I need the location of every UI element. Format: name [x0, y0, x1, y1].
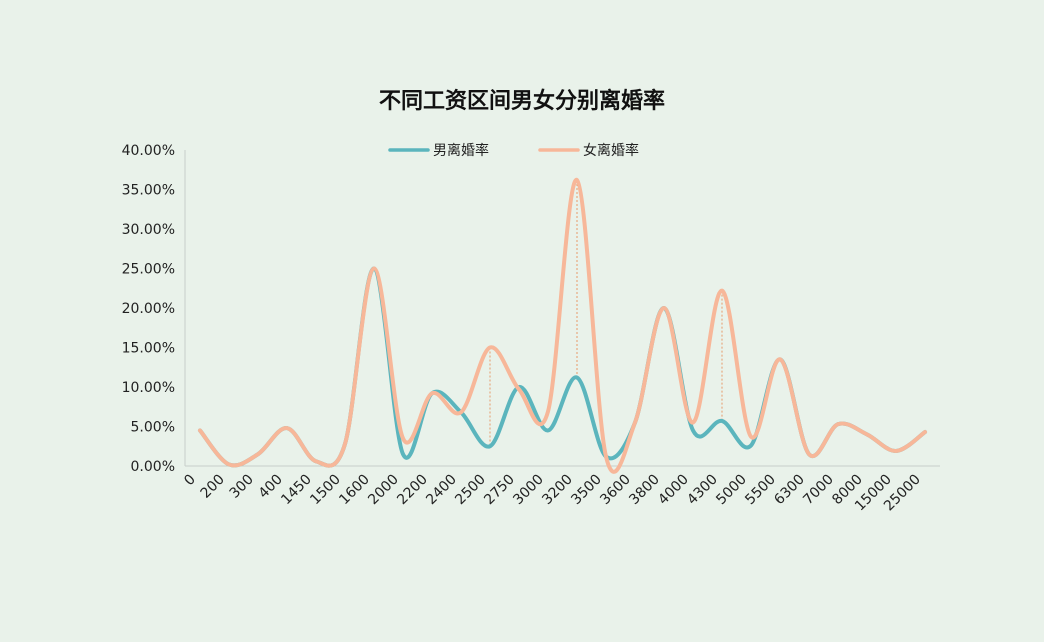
y-tick-label: 35.00%: [122, 183, 175, 199]
x-tick-label: 2400: [423, 472, 460, 509]
x-tick-label: 3000: [510, 472, 547, 509]
legend-label-female: 女离婚率: [583, 142, 639, 159]
x-tick-label: 200: [198, 472, 228, 502]
y-tick-label: 20.00%: [122, 301, 175, 317]
x-tick-label: 300: [227, 472, 257, 502]
x-tick-label: 4300: [684, 472, 721, 509]
y-tick-label: 30.00%: [122, 222, 175, 238]
x-tick-label: 5500: [742, 472, 779, 509]
y-tick-label: 5.00%: [131, 420, 175, 436]
drop-lines: [489, 180, 723, 447]
y-tick-label: 25.00%: [122, 262, 175, 278]
y-tick-label: 15.00%: [122, 341, 175, 357]
y-tick-label: 40.00%: [122, 143, 175, 159]
series-line-female: [198, 177, 927, 474]
x-tick-label: 1450: [278, 472, 315, 509]
x-tick-label: 2200: [394, 472, 431, 509]
x-tick-label: 3500: [568, 472, 605, 509]
x-tick-label: 3600: [597, 472, 634, 509]
x-axis-ticks: 0200300400145015001600200022002400250027…: [181, 472, 924, 515]
x-tick-label: 0: [181, 472, 199, 490]
legend-label-male: 男离婚率: [433, 142, 489, 159]
x-tick-label: 7000: [800, 472, 837, 509]
x-tick-label: 3800: [626, 472, 663, 509]
x-tick-label: 2000: [365, 472, 402, 509]
x-tick-label: 1500: [307, 472, 344, 509]
x-tick-label: 1600: [336, 472, 373, 509]
x-tick-label: 5000: [713, 472, 750, 509]
x-tick-label: 2500: [452, 472, 489, 509]
x-tick-label: 6300: [771, 472, 808, 509]
x-tick-label: 4000: [655, 472, 692, 509]
legend: 男离婚率 女离婚率: [388, 142, 639, 159]
y-tick-label: 10.00%: [122, 380, 175, 396]
x-tick-label: 2750: [481, 472, 518, 509]
chart-title: 不同工资区间男女分别离婚率: [379, 88, 665, 114]
series-lines: [198, 177, 927, 474]
x-tick-label: 3200: [539, 472, 576, 509]
y-axis-ticks: 0.00% 5.00% 10.00% 15.00% 20.00% 25.00% 30.00%…: [122, 143, 175, 475]
axes: [184, 150, 940, 467]
y-tick-label: 0.00%: [131, 459, 175, 475]
